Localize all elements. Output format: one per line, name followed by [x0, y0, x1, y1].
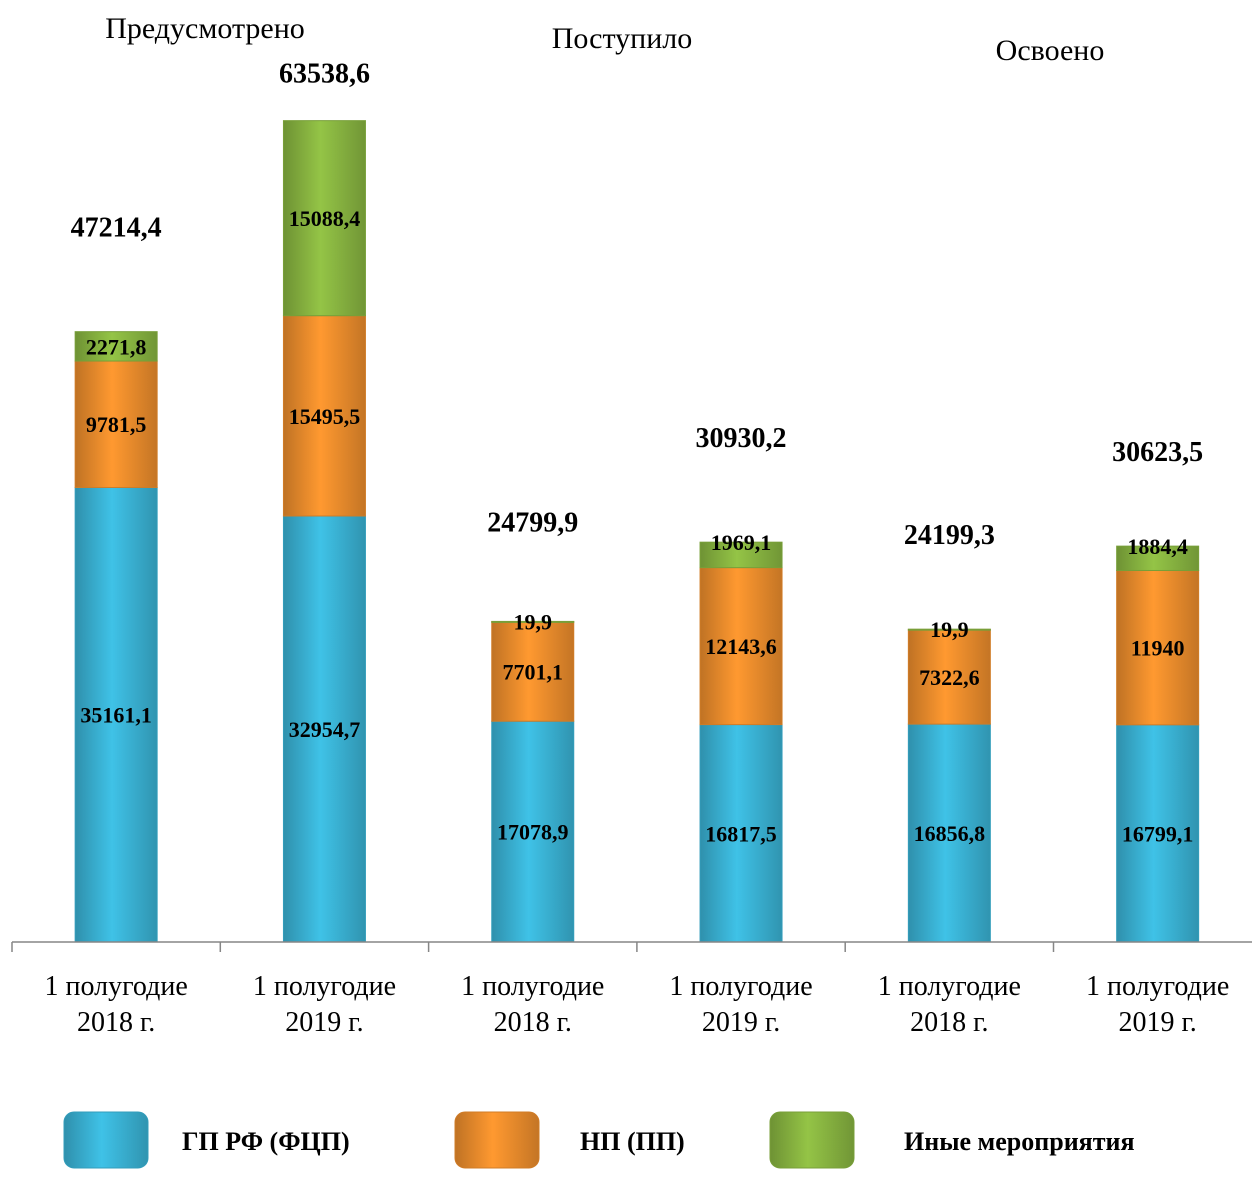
x-tick-label-3-line-1: 1 полугодие	[461, 971, 604, 1002]
total-label-5: 24199,3	[904, 520, 995, 551]
total-label-3: 24799,9	[487, 507, 578, 538]
x-tick-label-6-line-1: 1 полугодие	[1086, 971, 1229, 1002]
bar-segment-np-pp-5	[907, 628, 991, 725]
x-axis: 1 полугодие 2018 г. 1 полугодие 2019 г. 1 по…	[11, 941, 1252, 1038]
data-label-gp-rf-fcp-4: 16817,5	[705, 821, 777, 846]
x-tick-label-1-line-2: 2018 г.	[77, 1007, 155, 1038]
legend-label-other-measures: Иные мероприятия	[904, 1127, 1135, 1156]
x-tick-label-4-line-1: 1 полугодие	[669, 971, 812, 1002]
data-label-other-measures-6: 1884,4	[1127, 534, 1188, 559]
bar-segment-other-measures-3	[491, 620, 575, 623]
legend-swatch-np-pp	[454, 1111, 540, 1169]
data-label-other-measures-2: 15088,4	[289, 206, 361, 231]
x-tick-label-5-line-1: 1 полугодие	[878, 971, 1021, 1002]
bar-segment-other-measures-4	[699, 541, 783, 569]
total-label-1: 47214,4	[71, 213, 162, 244]
legend-label-gp-rf-fcp: ГП РФ (ФЦП)	[182, 1127, 350, 1156]
data-label-other-measures-5: 19,9	[930, 617, 969, 642]
group-title-planned: Предусмотрено	[105, 12, 305, 45]
data-label-gp-rf-fcp-2: 32954,7	[289, 717, 361, 742]
bar-segment-np-pp-3	[491, 621, 575, 722]
group-title-spent: Освоено	[996, 34, 1105, 67]
data-label-np-pp-1: 9781,5	[86, 412, 147, 437]
bar-segment-gp-rf-fcp-4	[699, 724, 783, 943]
data-label-other-measures-4: 1969,1	[711, 530, 772, 555]
legend-swatch-other-measures	[769, 1111, 855, 1169]
total-label-4: 30930,2	[696, 423, 787, 454]
x-tick-label-2-line-1: 1 полугодие	[253, 971, 396, 1002]
data-label-np-pp-5: 7322,6	[919, 665, 980, 690]
data-label-gp-rf-fcp-1: 35161,1	[80, 703, 152, 728]
bar-segment-other-measures-1	[74, 331, 158, 362]
data-label-other-measures-3: 19,9	[514, 609, 553, 634]
bar-segment-np-pp-4	[699, 567, 783, 726]
data-label-np-pp-3: 7701,1	[503, 659, 564, 684]
bar-segment-gp-rf-fcp-6	[1116, 724, 1200, 943]
data-label-np-pp-2: 15495,5	[289, 404, 361, 429]
x-tick-label-5-line-2: 2018 г.	[910, 1007, 988, 1038]
x-tick-label-2-line-2: 2019 г.	[285, 1007, 363, 1038]
x-tick-label-3-line-2: 2018 г.	[494, 1007, 572, 1038]
data-label-gp-rf-fcp-3: 17078,9	[497, 820, 569, 845]
data-label-np-pp-6: 11940	[1131, 636, 1185, 661]
legend-swatch-gp-rf-fcp	[63, 1111, 149, 1169]
data-label-np-pp-4: 12143,6	[705, 634, 777, 659]
x-tick-label-4-line-2: 2019 г.	[702, 1007, 780, 1038]
x-tick-label-6-line-2: 2019 г.	[1118, 1007, 1196, 1038]
data-label-other-measures-1: 2271,8	[86, 334, 147, 359]
legend-label-np-pp: НП (ПП)	[580, 1127, 685, 1156]
bar-segment-np-pp-6	[1116, 569, 1200, 726]
bars-layer: 35161,1 9781,5 2271,8 47214,4 32954,7 15495,5…	[71, 59, 1203, 943]
bar-segment-np-pp-2	[282, 315, 366, 517]
bar-segment-other-measures-6	[1116, 545, 1200, 571]
bar-segment-gp-rf-fcp-1	[74, 486, 158, 943]
bar-segment-gp-rf-fcp-2	[282, 515, 366, 943]
total-label-2: 63538,6	[279, 59, 370, 90]
bar-segment-other-measures-5	[907, 628, 991, 631]
group-titles: Предусмотрено Поступило Освоено	[105, 12, 1104, 67]
group-title-received: Поступило	[552, 22, 693, 55]
x-tick-label-1-line-1: 1 полугодие	[45, 971, 188, 1002]
data-label-gp-rf-fcp-5: 16856,8	[914, 821, 986, 846]
total-label-6: 30623,5	[1112, 437, 1203, 468]
data-label-gp-rf-fcp-6: 16799,1	[1122, 821, 1194, 846]
bar-segment-other-measures-2	[282, 120, 366, 317]
bar-segment-np-pp-1	[74, 360, 158, 488]
legend: ГП РФ (ФЦП) НП (ПП) Иные мероприятия	[63, 1111, 1135, 1169]
bar-segment-gp-rf-fcp-5	[907, 723, 991, 943]
